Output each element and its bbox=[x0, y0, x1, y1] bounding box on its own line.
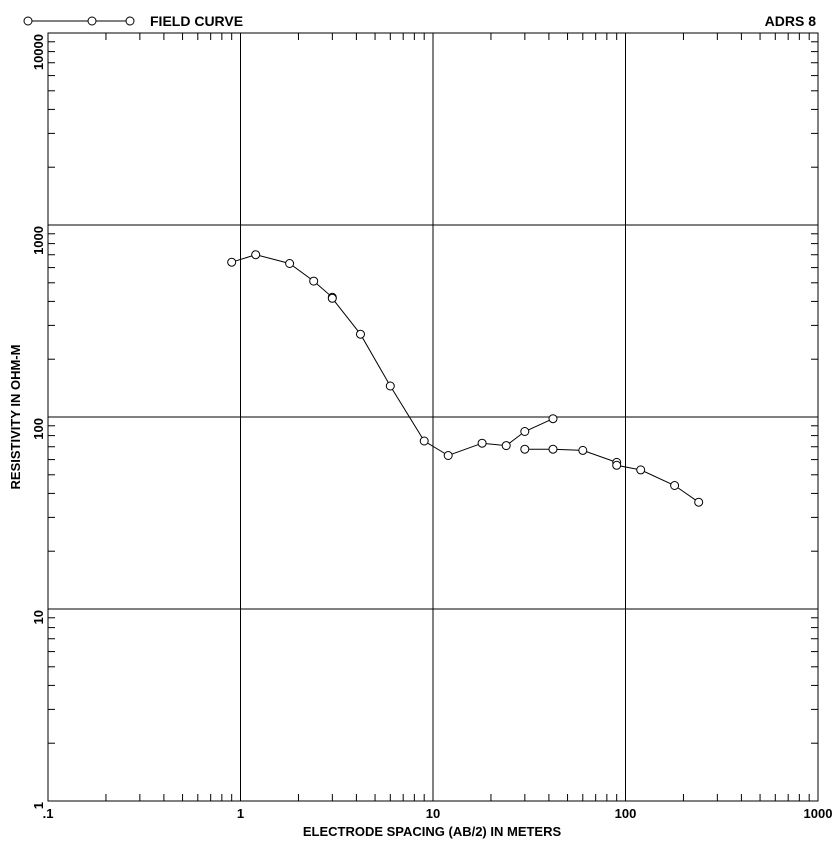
data-point bbox=[501, 441, 511, 451]
data-point bbox=[636, 465, 646, 475]
data-point bbox=[612, 460, 622, 470]
data-point bbox=[227, 257, 237, 267]
data-point bbox=[356, 329, 365, 339]
data-point bbox=[327, 293, 337, 303]
data-point bbox=[578, 445, 588, 455]
data-point bbox=[251, 250, 261, 260]
chart-title: ADRS 8 bbox=[765, 13, 817, 29]
minor-ticks bbox=[48, 33, 818, 801]
plot-frame bbox=[47, 32, 819, 802]
x-tick-label: 1 bbox=[237, 806, 244, 821]
y-tick-label: 10000 bbox=[31, 34, 46, 70]
data-point bbox=[670, 481, 680, 490]
data-point bbox=[419, 436, 429, 446]
legend-marker bbox=[125, 16, 135, 26]
legend-marker bbox=[87, 16, 97, 26]
x-tick-labels: .1 1 10 100 1000 bbox=[43, 806, 833, 821]
grid-lines bbox=[48, 33, 818, 801]
data-point bbox=[548, 444, 558, 454]
data-point bbox=[520, 427, 530, 436]
data-point bbox=[520, 444, 530, 454]
y-tick-label: 1 bbox=[31, 802, 46, 809]
y-axis-title: RESISTIVITY IN OHM-M bbox=[8, 345, 23, 490]
data-point bbox=[477, 438, 487, 448]
x-axis-title: ELECTRODE SPACING (AB/2) IN METERS bbox=[303, 824, 562, 839]
x-tick-label: 10 bbox=[426, 806, 440, 821]
legend: FIELD CURVE bbox=[23, 13, 243, 29]
data-point bbox=[443, 451, 453, 460]
legend-label: FIELD CURVE bbox=[150, 13, 243, 29]
x-tick-label: 100 bbox=[615, 806, 637, 821]
legend-marker bbox=[23, 16, 33, 26]
y-tick-label: 100 bbox=[31, 418, 46, 440]
data-point bbox=[385, 381, 395, 391]
data-point bbox=[694, 497, 704, 507]
series-line bbox=[524, 448, 699, 503]
data-point bbox=[548, 414, 558, 424]
series-layer bbox=[227, 250, 704, 507]
x-tick-label: .1 bbox=[43, 806, 54, 821]
x-tick-label: 1000 bbox=[804, 806, 833, 821]
data-point bbox=[285, 259, 295, 268]
y-tick-labels: 1 10 100 1000 10000 bbox=[31, 34, 46, 809]
data-point bbox=[309, 276, 319, 286]
series-line bbox=[231, 254, 554, 457]
y-tick-label: 10 bbox=[31, 610, 46, 624]
y-tick-label: 1000 bbox=[31, 226, 46, 255]
